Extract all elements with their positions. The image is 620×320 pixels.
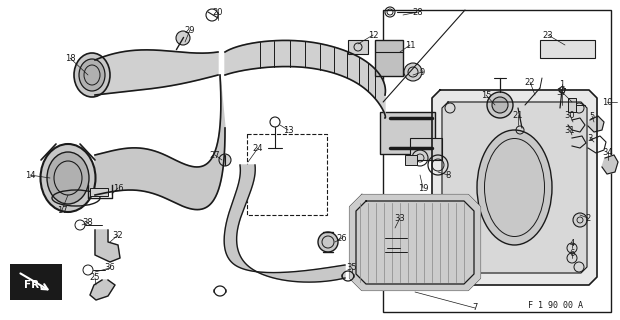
Polygon shape — [442, 102, 587, 273]
Bar — [348, 40, 368, 54]
Text: 11: 11 — [405, 41, 415, 50]
Text: 8: 8 — [445, 171, 451, 180]
Text: 13: 13 — [283, 125, 293, 134]
Circle shape — [573, 213, 587, 227]
Text: 6: 6 — [569, 249, 575, 258]
Polygon shape — [588, 116, 604, 132]
Text: 4: 4 — [569, 238, 575, 247]
Text: 19: 19 — [418, 183, 428, 193]
Text: 20: 20 — [213, 7, 223, 17]
Ellipse shape — [74, 53, 110, 97]
Text: 31: 31 — [565, 125, 575, 134]
Text: 14: 14 — [25, 171, 35, 180]
Circle shape — [176, 31, 190, 45]
Text: 18: 18 — [64, 53, 75, 62]
Bar — [540, 40, 595, 58]
Bar — [380, 112, 435, 154]
Polygon shape — [90, 280, 115, 300]
Text: FR.: FR. — [24, 280, 43, 290]
Text: 22: 22 — [525, 77, 535, 86]
Circle shape — [219, 154, 231, 166]
Polygon shape — [224, 165, 345, 282]
Text: 36: 36 — [105, 263, 115, 273]
Ellipse shape — [47, 152, 89, 204]
Text: 1: 1 — [559, 79, 565, 89]
Text: 7: 7 — [472, 303, 477, 313]
Bar — [90, 188, 108, 196]
Text: 3: 3 — [587, 133, 593, 142]
Text: 29: 29 — [185, 26, 195, 35]
Text: 28: 28 — [413, 7, 423, 17]
Text: 21: 21 — [513, 110, 523, 119]
Bar — [375, 40, 403, 76]
Bar — [385, 225, 407, 273]
Circle shape — [487, 92, 513, 118]
Text: 35: 35 — [347, 263, 357, 273]
Circle shape — [318, 232, 338, 252]
Polygon shape — [350, 195, 480, 290]
Text: 33: 33 — [394, 213, 405, 222]
Bar — [405, 155, 417, 165]
Bar — [383, 10, 611, 312]
Bar — [247, 134, 327, 215]
Polygon shape — [95, 230, 120, 262]
Text: 26: 26 — [337, 234, 347, 243]
Text: 5: 5 — [590, 111, 595, 121]
Text: 38: 38 — [82, 218, 94, 227]
Bar — [410, 138, 442, 160]
Text: 27: 27 — [210, 150, 220, 159]
Text: F 1 90 00 A: F 1 90 00 A — [528, 301, 583, 310]
Text: 15: 15 — [480, 91, 491, 100]
Ellipse shape — [79, 59, 105, 91]
Polygon shape — [225, 40, 386, 118]
Text: 16: 16 — [113, 183, 123, 193]
Text: 17: 17 — [56, 205, 68, 214]
Polygon shape — [95, 75, 225, 210]
Text: 2: 2 — [585, 213, 591, 222]
Ellipse shape — [40, 144, 95, 212]
Polygon shape — [95, 50, 218, 95]
Text: 30: 30 — [565, 110, 575, 119]
Circle shape — [492, 97, 508, 113]
Text: 23: 23 — [542, 30, 553, 39]
Polygon shape — [602, 155, 618, 174]
Text: 12: 12 — [368, 30, 378, 39]
Text: 25: 25 — [90, 274, 100, 283]
Bar — [10, 264, 62, 300]
Bar — [568, 98, 576, 112]
Text: 24: 24 — [253, 143, 264, 153]
Text: 37: 37 — [557, 87, 567, 97]
Text: 9: 9 — [419, 68, 425, 76]
Text: 34: 34 — [603, 148, 613, 156]
Polygon shape — [432, 90, 597, 285]
Text: 32: 32 — [113, 230, 123, 239]
Ellipse shape — [477, 130, 552, 245]
Circle shape — [404, 63, 422, 81]
Text: 10: 10 — [602, 98, 613, 107]
